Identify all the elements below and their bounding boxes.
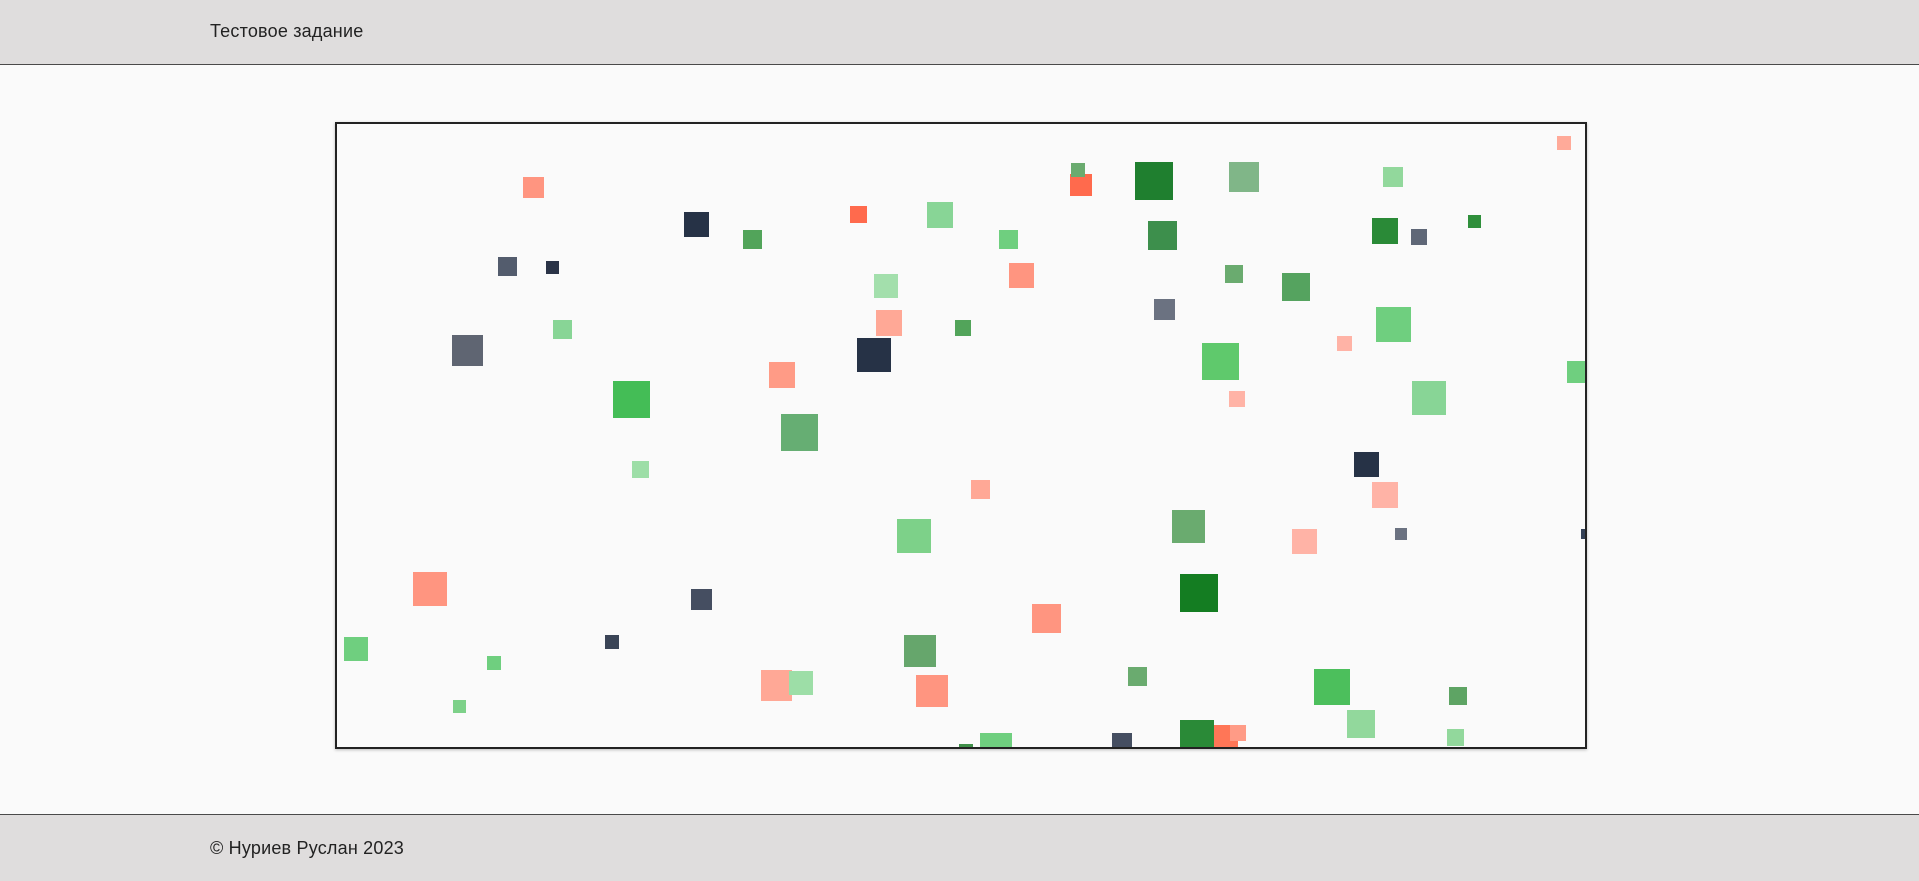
square	[1581, 529, 1585, 539]
square	[874, 274, 898, 298]
square	[452, 335, 483, 366]
square	[1154, 299, 1175, 320]
square	[1449, 687, 1467, 705]
page-footer: © Нуриев Руслан 2023	[0, 814, 1919, 881]
square	[1372, 482, 1398, 508]
square	[1585, 169, 1587, 173]
square	[1225, 265, 1243, 283]
square	[684, 212, 709, 237]
square	[955, 320, 971, 336]
square	[523, 177, 544, 198]
square	[1032, 604, 1061, 633]
square	[1230, 725, 1246, 741]
square	[613, 381, 650, 418]
square	[769, 362, 795, 388]
square	[999, 230, 1018, 249]
square	[781, 414, 818, 451]
square	[413, 572, 447, 606]
square	[1383, 167, 1403, 187]
square	[916, 675, 948, 707]
square	[605, 635, 619, 649]
square	[1112, 733, 1132, 747]
square	[927, 202, 953, 228]
copyright-text: © Нуриев Руслан 2023	[210, 838, 405, 858]
square	[1395, 528, 1407, 540]
square	[897, 519, 931, 553]
square	[344, 637, 368, 661]
square	[453, 700, 466, 713]
square	[1354, 452, 1379, 477]
square	[980, 733, 1012, 747]
square	[876, 310, 902, 336]
square	[1229, 391, 1245, 407]
square	[1071, 163, 1085, 177]
square	[498, 257, 517, 276]
square	[1292, 529, 1317, 554]
square	[1180, 574, 1218, 612]
square	[1282, 273, 1310, 301]
main-area	[0, 65, 1919, 814]
square	[1411, 229, 1427, 245]
square	[857, 338, 891, 372]
square	[632, 461, 649, 478]
square	[1070, 174, 1092, 196]
page-title: Тестовое задание	[210, 21, 364, 41]
square	[487, 656, 501, 670]
square	[1557, 136, 1571, 150]
square	[1202, 343, 1239, 380]
square	[743, 230, 762, 249]
square	[850, 206, 867, 223]
square	[546, 261, 559, 274]
square	[1347, 710, 1375, 738]
square	[1180, 720, 1214, 747]
square	[1468, 215, 1481, 228]
square	[1376, 307, 1411, 342]
square	[1135, 162, 1173, 200]
squares-canvas[interactable]	[335, 122, 1587, 749]
square	[1337, 336, 1352, 351]
square	[761, 670, 792, 701]
square	[1229, 162, 1259, 192]
square	[1447, 729, 1464, 746]
square	[1314, 669, 1350, 705]
square	[691, 589, 712, 610]
square	[789, 671, 813, 695]
square	[1372, 218, 1398, 244]
square	[1567, 361, 1585, 383]
square	[1128, 667, 1147, 686]
square	[553, 320, 572, 339]
square	[1172, 510, 1205, 543]
square	[1148, 221, 1177, 250]
square	[959, 744, 973, 747]
square	[1009, 263, 1034, 288]
square	[1412, 381, 1446, 415]
page-header: Тестовое задание	[0, 0, 1919, 65]
square	[971, 480, 990, 499]
square	[904, 635, 936, 667]
